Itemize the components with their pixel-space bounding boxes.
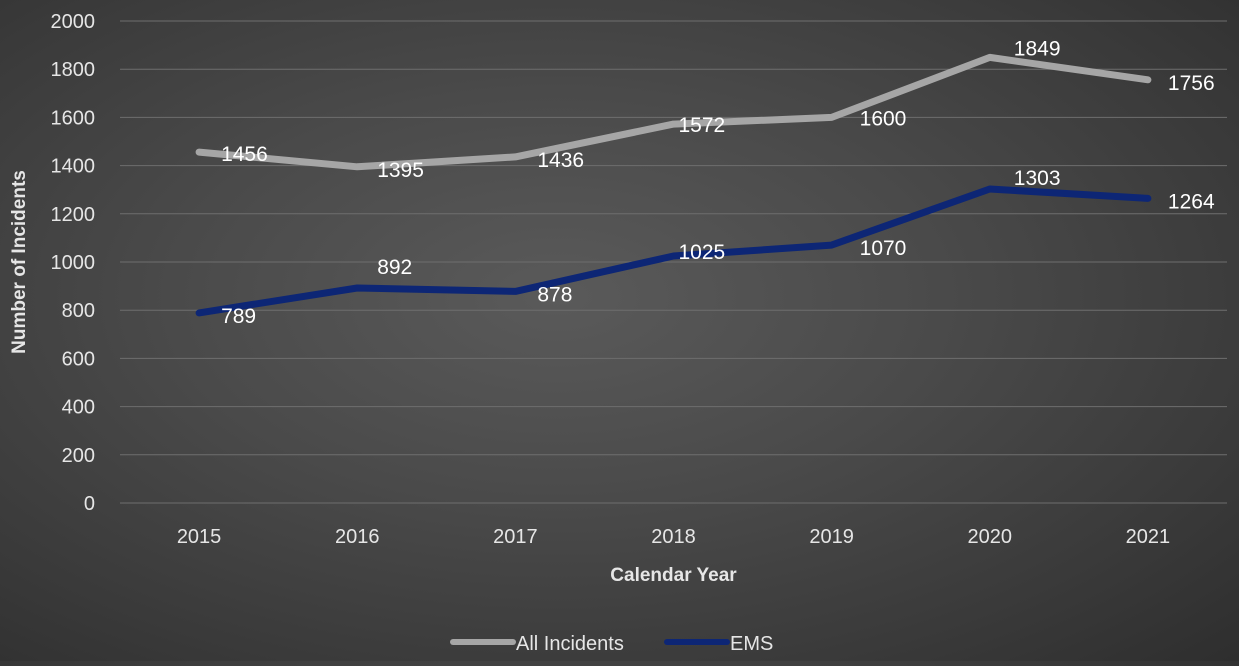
data-label: 1456 [221, 143, 268, 166]
y-tick-label: 200 [62, 445, 95, 467]
y-axis-title: Number of Incidents [9, 170, 30, 354]
y-tick-label: 1800 [51, 59, 96, 81]
x-tick-label: 2016 [335, 526, 380, 548]
x-tick-label: 2017 [493, 526, 538, 548]
data-label: 1264 [1168, 190, 1215, 213]
data-label: 1600 [860, 107, 907, 130]
y-axis-ticks: 0 200 400 600 800 1000 1200 1400 1600 1800 2000 [51, 11, 96, 515]
y-tick-label: 1600 [51, 107, 96, 129]
data-label: 878 [537, 283, 572, 306]
y-tick-label: 0 [84, 493, 95, 515]
data-label: 1572 [679, 114, 726, 137]
x-tick-label: 2015 [177, 526, 222, 548]
y-tick-label: 600 [62, 348, 95, 370]
data-label: 1756 [1168, 72, 1215, 95]
x-axis-ticks: 2015 2016 2017 2018 2019 2020 2021 [177, 526, 1170, 548]
data-label: 1025 [679, 241, 726, 264]
y-tick-label: 2000 [51, 11, 96, 33]
legend-label-all-incidents: All Incidents [516, 633, 624, 655]
x-tick-label: 2018 [651, 526, 696, 548]
y-tick-label: 1200 [51, 204, 96, 226]
data-label: 1303 [1014, 167, 1061, 190]
y-tick-label: 400 [62, 397, 95, 419]
y-tick-label: 1400 [51, 156, 96, 178]
x-axis-title: Calendar Year [610, 565, 737, 586]
series-lines [195, 53, 1152, 317]
legend: All Incidents EMS [450, 633, 773, 655]
gridlines [120, 20, 1227, 504]
data-label: 789 [221, 305, 256, 328]
data-label: 1849 [1014, 37, 1061, 60]
x-tick-label: 2020 [968, 526, 1013, 548]
x-tick-label: 2021 [1126, 526, 1171, 548]
data-label: 1070 [860, 237, 907, 260]
data-labels: 1456 1395 1436 1572 1600 1849 1756 789 892 878 102… [221, 37, 1215, 327]
data-label: 1436 [537, 149, 584, 172]
data-label: 892 [377, 256, 412, 279]
series-line-all-incidents [195, 53, 1152, 171]
y-tick-label: 800 [62, 300, 95, 322]
data-label: 1395 [377, 159, 424, 182]
x-tick-label: 2019 [809, 526, 854, 548]
legend-label-ems: EMS [730, 633, 773, 655]
y-tick-label: 1000 [51, 252, 96, 274]
series-line-ems [195, 185, 1152, 317]
